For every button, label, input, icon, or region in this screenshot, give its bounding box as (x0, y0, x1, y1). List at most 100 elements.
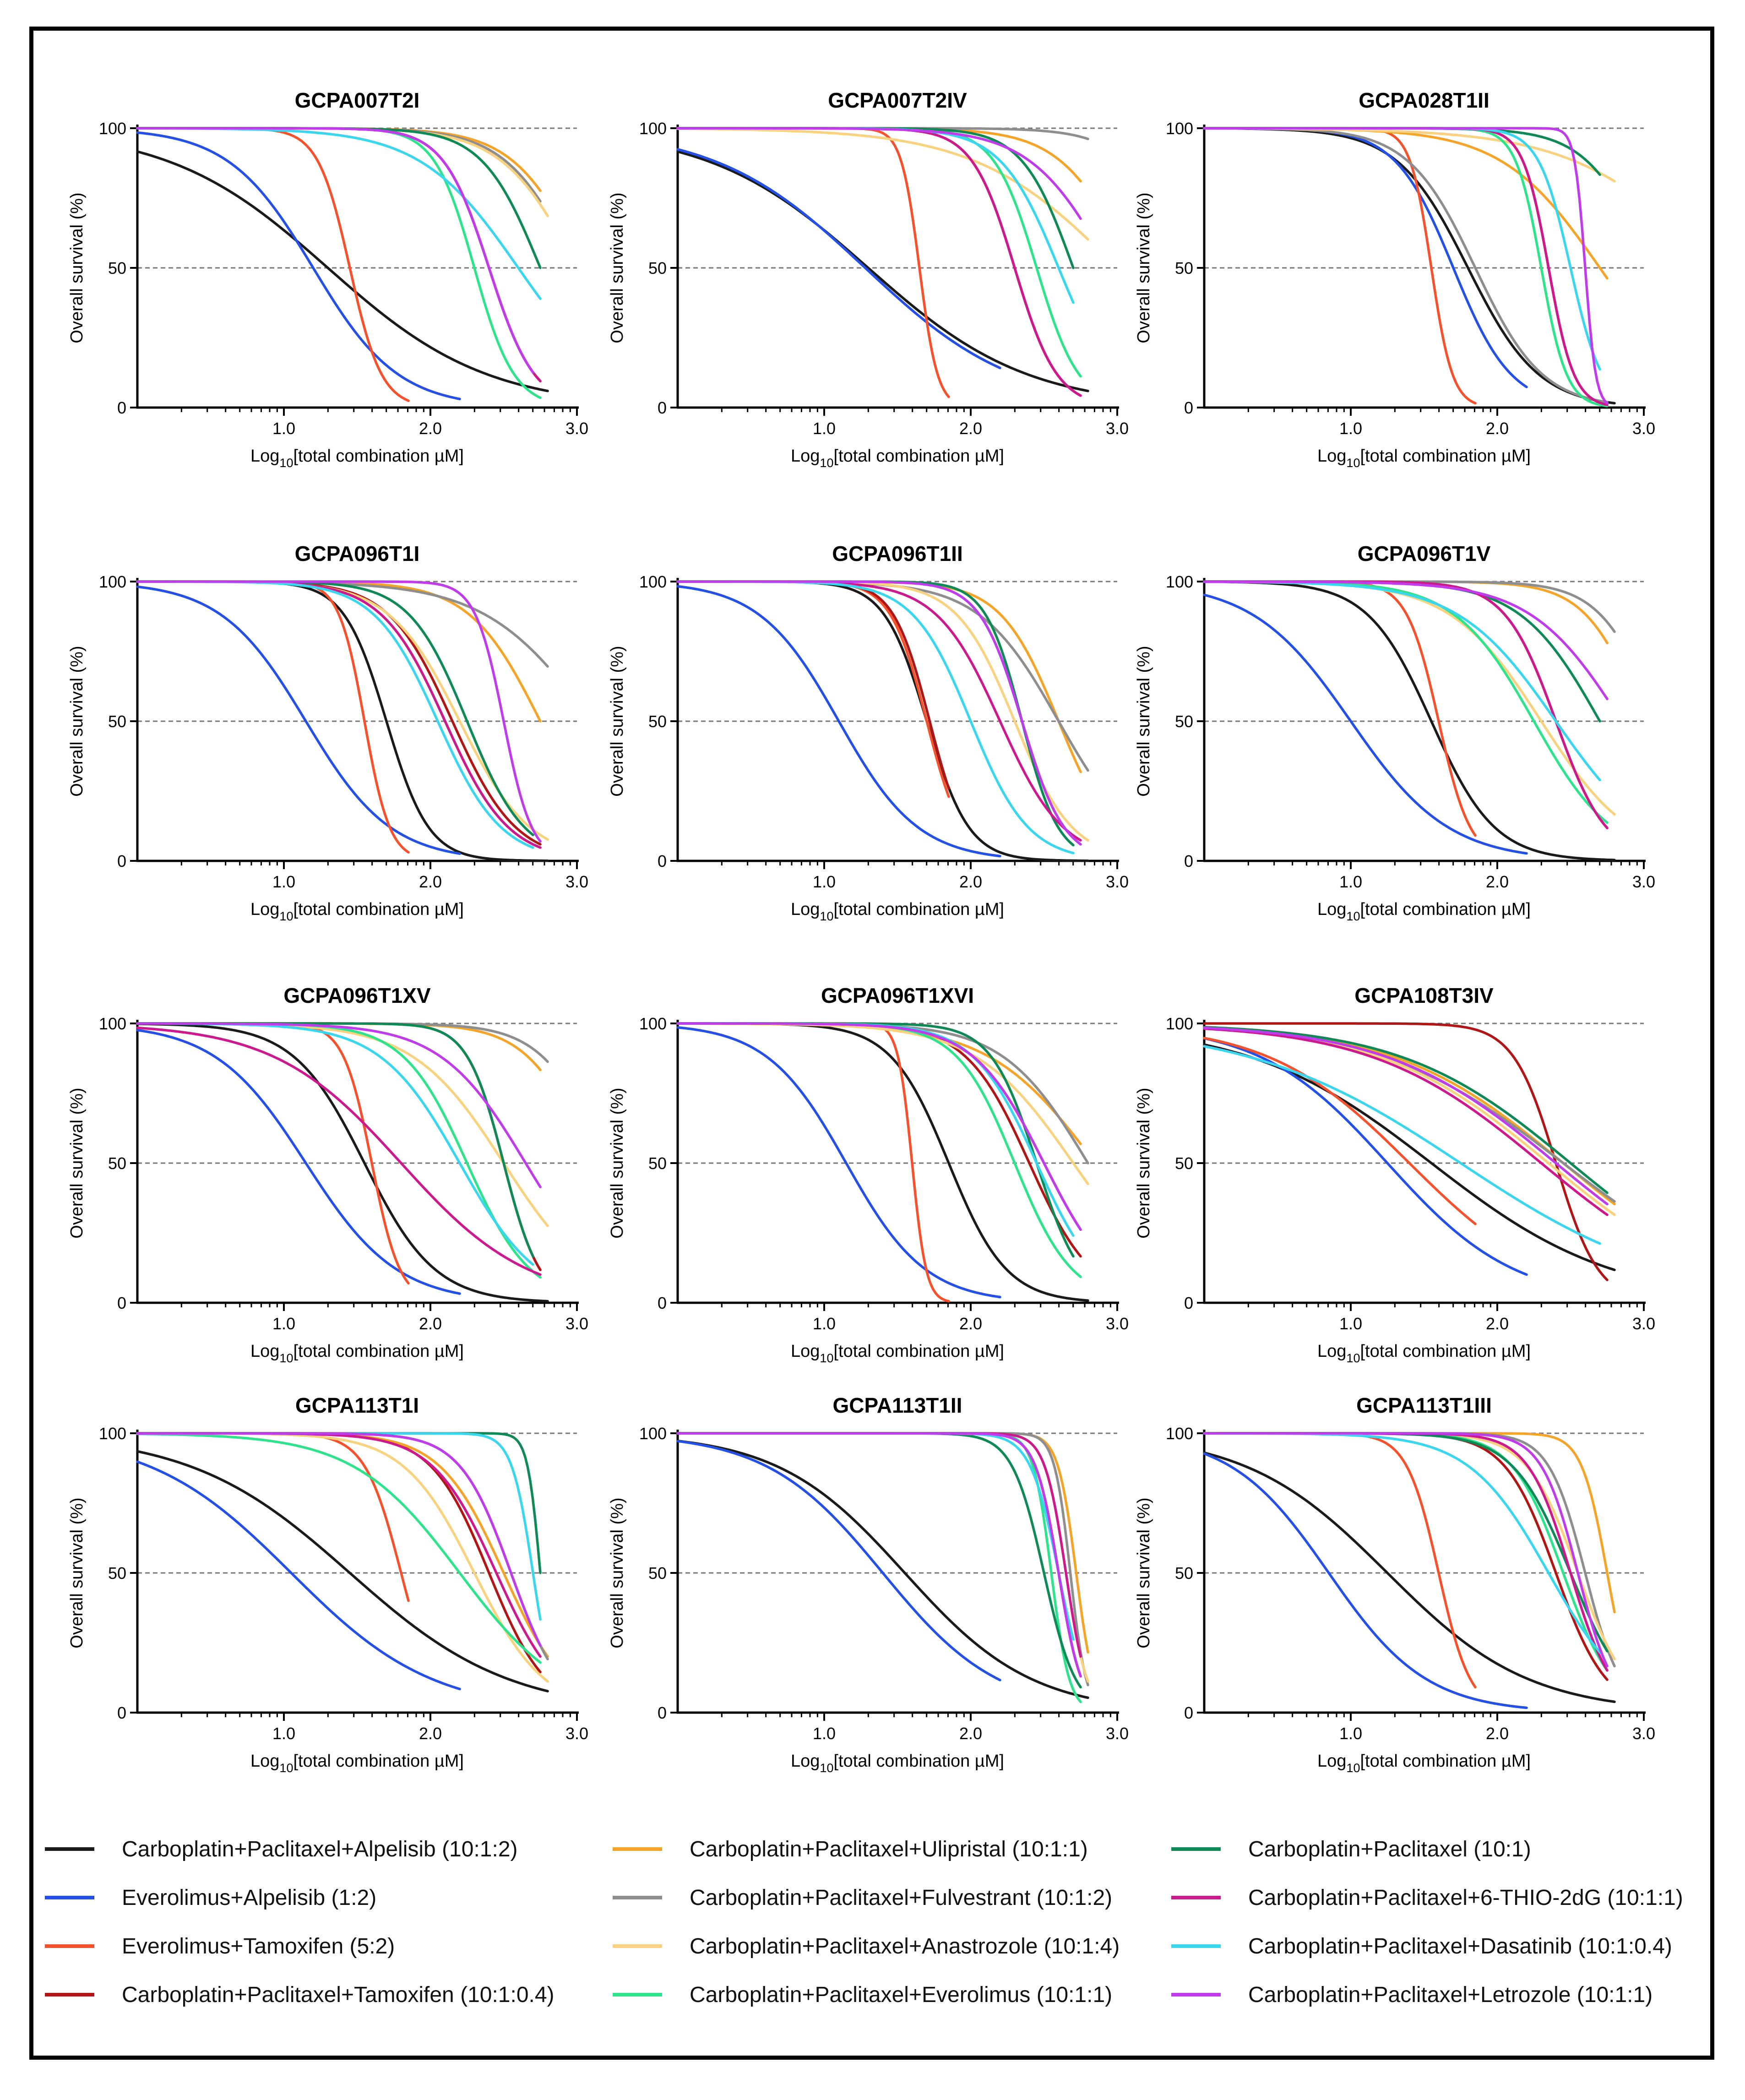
legend-label: Carboplatin+Paclitaxel+Letrozole (10:1:1… (1248, 1982, 1653, 2007)
x-axis-label: Log10[total combination µM] (1317, 1342, 1531, 1365)
legend-swatch (613, 1993, 662, 1997)
curve-et (676, 1432, 1082, 1678)
legend-item: Carboplatin+Paclitaxel+Letrozole (10:1:1… (1171, 1970, 1702, 2019)
x-tick-label: 3.0 (1632, 419, 1655, 438)
legend-label: Carboplatin+Paclitaxel+Everolimus (10:1:… (690, 1982, 1113, 2007)
curve-cpd (136, 1022, 534, 1266)
curve-cpe (136, 580, 542, 849)
legend-item: Carboplatin+Paclitaxel+Tamoxifen (10:1:0… (45, 1970, 613, 2019)
legend-label: Carboplatin+Paclitaxel+Anastrozole (10:1… (690, 1934, 1120, 1959)
curve-cpa (676, 1022, 1089, 1302)
curve-cpd (1203, 1045, 1601, 1245)
curve-et (676, 127, 950, 398)
curve-cpa (1203, 127, 1616, 405)
y-tick-label: 100 (639, 572, 667, 591)
legend-swatch (45, 1847, 94, 1851)
x-tick-label: 2.0 (959, 1314, 982, 1333)
x-label-prefix: Log (791, 446, 820, 466)
curve-ea (1203, 127, 1528, 388)
x-label-suffix: [total combination µM] (1360, 900, 1531, 919)
y-axis-label: Overall survival (%) (608, 1088, 627, 1238)
curve-cpan (676, 1432, 1089, 1683)
x-tick-label: 3.0 (565, 419, 588, 438)
y-axis-label: Overall survival (%) (608, 1497, 627, 1648)
x-label-prefix: Log (250, 446, 279, 466)
legend-item: Carboplatin+Paclitaxel+Alpelisib (10:1:2… (45, 1825, 613, 1873)
y-tick-label: 0 (117, 1294, 126, 1312)
y-tick-label: 0 (658, 1703, 667, 1722)
x-label-prefix: Log (791, 1752, 820, 1771)
x-tick-label: 1.0 (272, 1724, 295, 1743)
chart-title: GCPA108T3IV (1354, 984, 1494, 1007)
y-axis-label: Overall survival (%) (1134, 646, 1153, 796)
x-tick-label: 2.0 (959, 419, 982, 438)
curve-cp6 (676, 127, 1082, 397)
x-tick-label: 1.0 (272, 419, 295, 438)
curve-cpf (136, 1432, 549, 1660)
legend-item: Everolimus+Tamoxifen (5:2) (45, 1922, 613, 1970)
x-label-suffix: [total combination µM] (1360, 1752, 1531, 1771)
curve-cpe (676, 1022, 1082, 1278)
curve-cpl (676, 1432, 1082, 1678)
x-label-prefix: Log (1317, 1342, 1346, 1361)
y-tick-label: 0 (1184, 852, 1193, 870)
x-label-suffix: [total combination µM] (833, 1342, 1004, 1361)
y-tick-label: 0 (117, 398, 126, 417)
curve-cpe (1203, 580, 1609, 824)
x-tick-label: 3.0 (565, 872, 588, 891)
legend-swatch (1171, 1993, 1221, 1997)
curve-cpf (1203, 1432, 1616, 1668)
curve-cpa (136, 1450, 549, 1692)
curve-cpl (136, 1432, 542, 1647)
y-axis-label: Overall survival (%) (1134, 1088, 1153, 1238)
legend-swatch (45, 1896, 94, 1899)
curve-cpa (1203, 1451, 1616, 1703)
curve-ea (1203, 593, 1528, 855)
x-label-sub: 10 (279, 1351, 293, 1365)
x-label-prefix: Log (250, 900, 279, 919)
y-tick-label: 50 (108, 1564, 126, 1583)
curve-cpl (136, 1022, 542, 1188)
curve-cpa (136, 150, 549, 392)
chart-panel: GCPA028T1II 0 50 100 1.0 2.0 3.0 Log10[total co… (1134, 88, 1655, 470)
x-axis-label: Log10[total combination µM] (250, 1752, 464, 1775)
x-label-sub: 10 (279, 1761, 293, 1775)
curve-et (1203, 1432, 1477, 1689)
curve-cp6 (1203, 1432, 1609, 1672)
curve-cp6 (1203, 1027, 1609, 1216)
x-tick-label: 1.0 (1339, 1724, 1362, 1743)
curve-cpe (136, 1432, 542, 1664)
chart-title: GCPA096T1V (1358, 542, 1491, 566)
curve-cp6 (136, 127, 542, 382)
curve-ea (136, 1028, 461, 1295)
curve-cpd (676, 1432, 1075, 1641)
curve-cpu (676, 1432, 1089, 1654)
chart-panel: GCPA096T1I 0 50 100 1.0 2.0 3.0 Log10[total com… (67, 542, 588, 923)
x-tick-label: 1.0 (813, 1314, 836, 1333)
chart-panel: GCPA096T1V 0 50 100 1.0 2.0 3.0 Log10[total com… (1134, 542, 1655, 923)
chart-title: GCPA096T1I (295, 542, 420, 566)
x-tick-label: 1.0 (1339, 872, 1362, 891)
x-label-suffix: [total combination µM] (833, 1752, 1004, 1771)
x-tick-label: 2.0 (1486, 1724, 1509, 1743)
x-label-sub: 10 (1346, 1761, 1360, 1775)
curve-et (136, 580, 410, 854)
curve-et (136, 127, 410, 402)
x-axis-label: Log10[total combination µM] (250, 900, 464, 923)
x-tick-label: 2.0 (419, 419, 442, 438)
chart-title: GCPA096T1II (832, 542, 962, 566)
y-tick-label: 50 (108, 712, 126, 731)
chart-title: GCPA113T1III (1356, 1393, 1492, 1417)
x-axis-label: Log10[total combination µM] (1317, 1752, 1531, 1775)
curve-cpf (136, 127, 542, 203)
x-label-sub: 10 (820, 1761, 833, 1775)
curve-cpan (676, 580, 1089, 842)
x-tick-label: 3.0 (1106, 872, 1129, 891)
x-tick-label: 3.0 (1106, 1724, 1129, 1743)
x-label-prefix: Log (1317, 446, 1346, 466)
y-tick-label: 0 (658, 852, 667, 870)
y-tick-label: 50 (648, 1564, 667, 1583)
legend-item: Carboplatin+Paclitaxel+Dasatinib (10:1:0… (1171, 1922, 1702, 1970)
curve-cp6 (136, 1432, 542, 1658)
y-tick-label: 100 (639, 119, 667, 138)
